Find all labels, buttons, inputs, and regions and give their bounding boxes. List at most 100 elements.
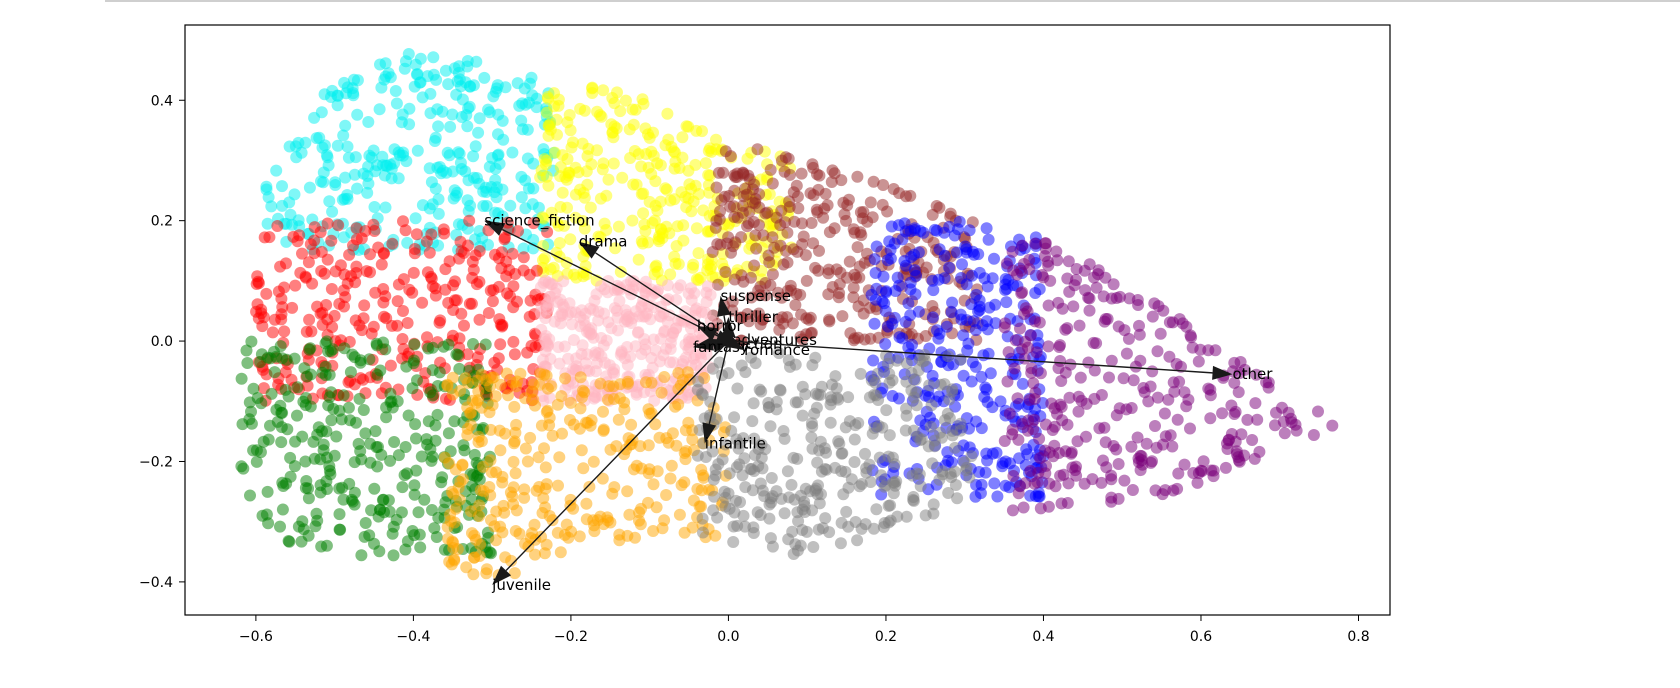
cluster-6: [534, 274, 717, 407]
scatter-point: [655, 223, 667, 235]
scatter-point: [416, 296, 429, 309]
scatter-point: [1146, 310, 1159, 323]
scatter-point: [1042, 299, 1055, 312]
scatter-point: [454, 476, 467, 488]
scatter-point: [1235, 428, 1248, 441]
scatter-point: [495, 246, 508, 259]
scatter-point: [983, 301, 996, 314]
scatter-point: [486, 399, 499, 412]
scatter-point: [507, 335, 520, 348]
scatter-point: [812, 388, 825, 401]
scatter-point: [823, 315, 836, 328]
scatter-point: [441, 521, 454, 533]
scatter-point: [1157, 304, 1170, 317]
scatter-point: [466, 394, 479, 407]
scatter-point: [433, 366, 446, 379]
scatter-point: [286, 301, 299, 314]
scatter-point: [1112, 458, 1125, 470]
scatter-point: [1178, 458, 1191, 471]
scatter-point: [957, 329, 970, 342]
scatter-point: [1107, 278, 1120, 291]
scatter-point: [1197, 455, 1210, 468]
scatter-point: [848, 456, 861, 468]
scatter-point: [1228, 376, 1241, 389]
scatter-point: [523, 310, 536, 323]
scatter-point: [693, 424, 706, 436]
scatter-point: [918, 348, 931, 361]
scatter-point: [1044, 274, 1057, 287]
scatter-point: [982, 233, 995, 246]
scatter-point: [800, 274, 813, 287]
scatter-point: [444, 120, 457, 133]
scatter-point: [1219, 461, 1232, 474]
scatter-point: [488, 186, 501, 199]
scatter-point: [364, 248, 376, 261]
scatter-point: [245, 335, 258, 348]
scatter-point: [591, 144, 603, 157]
scatter-point: [960, 243, 973, 256]
scatter-point: [813, 169, 826, 182]
scatter-point: [772, 313, 785, 326]
scatter-point: [651, 204, 664, 217]
scatter-point: [432, 120, 445, 133]
scatter-point: [927, 284, 940, 297]
scatter-point: [379, 290, 392, 303]
scatter-point: [397, 305, 409, 317]
scatter-point: [764, 163, 777, 176]
scatter-point: [411, 144, 424, 157]
scatter-point: [788, 215, 801, 228]
scatter-point: [791, 452, 804, 465]
scatter-point: [473, 112, 486, 125]
scatter-point: [573, 422, 586, 435]
scatter-point: [823, 226, 836, 239]
scatter-point: [1059, 445, 1072, 458]
scatter-point: [991, 490, 1004, 503]
scatter-point: [648, 394, 661, 407]
scatter-point: [353, 392, 366, 405]
scatter-point: [612, 413, 625, 426]
scatter-point: [1017, 258, 1030, 270]
scatter-point: [1158, 407, 1171, 420]
scatter-point: [842, 193, 855, 206]
scatter-point: [601, 511, 614, 524]
scatter-point: [614, 265, 627, 278]
scatter-point: [619, 94, 632, 107]
scatter-point: [805, 217, 818, 229]
scatter-point: [432, 193, 445, 206]
x-tick-label: 0.2: [875, 629, 897, 645]
scatter-point: [284, 208, 297, 221]
scatter-point: [660, 183, 673, 196]
scatter-point: [374, 58, 386, 71]
scatter-point: [446, 371, 459, 384]
scatter-point: [303, 313, 316, 326]
scatter-point: [624, 152, 637, 164]
scatter-point: [633, 506, 646, 519]
scatter-point: [554, 293, 567, 306]
scatter-point: [299, 136, 312, 149]
scatter-point: [510, 418, 523, 431]
scatter-point: [621, 485, 634, 498]
scatter-point: [554, 317, 567, 330]
scatter-point: [697, 204, 710, 217]
scatter-point: [1095, 389, 1108, 401]
scatter-point: [1074, 371, 1087, 384]
scatter-point: [1031, 476, 1044, 489]
scatter-point: [556, 186, 569, 199]
scatter-point: [1068, 279, 1081, 292]
scatter-point: [597, 339, 610, 352]
scatter-point: [337, 129, 350, 142]
scatter-point: [662, 293, 675, 306]
scatter-point: [629, 531, 641, 544]
scatter-point: [467, 150, 480, 163]
scatter-point: [456, 93, 469, 106]
scatter-point: [898, 217, 911, 230]
scatter-point: [899, 315, 912, 328]
scatter-point: [946, 383, 959, 396]
scatter-point: [1014, 322, 1026, 335]
scatter-point: [346, 495, 359, 508]
scatter-point: [521, 346, 534, 359]
scatter-point: [731, 382, 744, 395]
scatter-point: [368, 225, 381, 237]
scatter-point: [420, 235, 433, 248]
scatter-point: [848, 433, 861, 446]
